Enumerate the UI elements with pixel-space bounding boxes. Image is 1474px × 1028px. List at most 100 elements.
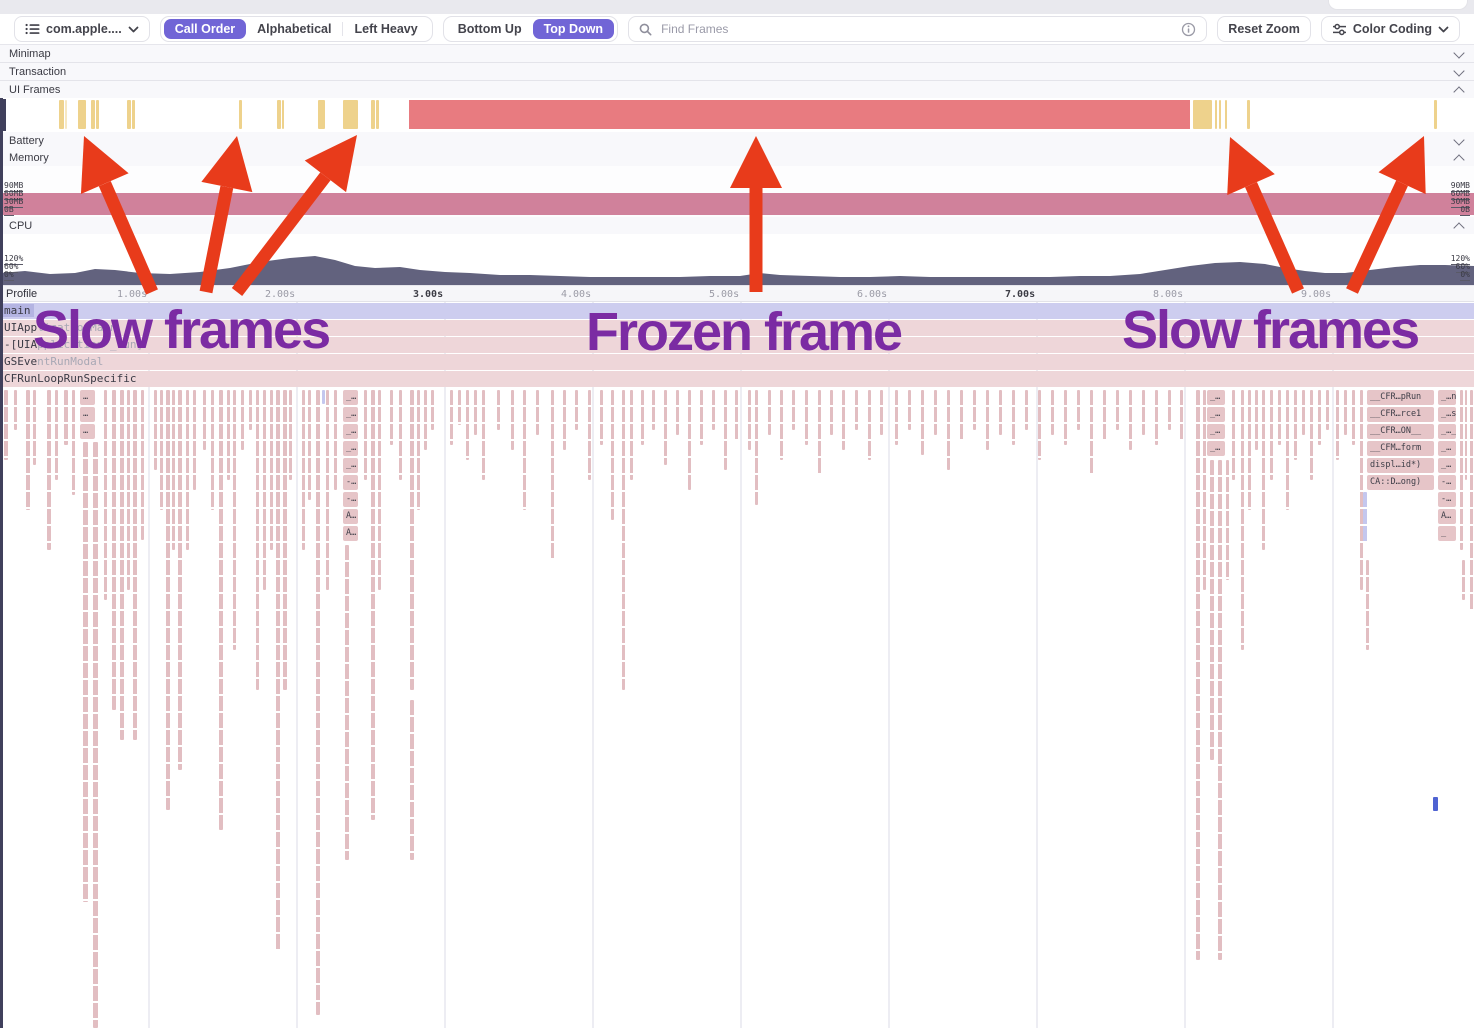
flame-column[interactable] <box>1310 390 1313 480</box>
flame-column[interactable] <box>641 390 644 445</box>
flame-column[interactable] <box>283 390 287 690</box>
flame-chip[interactable]: _… <box>343 407 358 422</box>
flame-column[interactable] <box>322 390 325 404</box>
flame-row[interactable]: CFRunLoopRunSpecific <box>0 371 1474 387</box>
flame-column[interactable] <box>1255 390 1258 450</box>
flame-column[interactable] <box>326 390 329 590</box>
flame-column[interactable] <box>1326 390 1329 430</box>
info-icon[interactable] <box>1181 22 1196 37</box>
tab-call-order[interactable]: Call Order <box>163 19 247 39</box>
flame-column[interactable] <box>1270 390 1273 480</box>
flame-chip[interactable]: _… <box>343 441 358 456</box>
flame-column[interactable] <box>431 390 434 430</box>
flame-column[interactable] <box>1142 390 1145 435</box>
flame-chip[interactable]: __CFR…rce1 <box>1367 407 1434 422</box>
flame-chip[interactable]: _… <box>343 424 358 439</box>
ui-frame-slow-bar[interactable] <box>1225 100 1227 129</box>
flame-chip[interactable]: A… <box>343 526 358 541</box>
flame-column[interactable] <box>818 390 821 475</box>
tab-alphabetical[interactable]: Alphabetical <box>257 22 332 36</box>
flame-column[interactable] <box>203 390 206 450</box>
flame-column[interactable] <box>1294 390 1297 460</box>
ui-frame-slow-bar[interactable] <box>318 100 325 129</box>
flame-column[interactable] <box>219 390 223 830</box>
flame-column[interactable] <box>1336 390 1339 460</box>
flame-chip[interactable]: CA::D…ong) <box>1367 475 1434 490</box>
selected-frame-chip[interactable] <box>1433 797 1438 811</box>
flame-column[interactable] <box>127 390 130 590</box>
flame-column[interactable] <box>895 390 898 445</box>
flame-column[interactable] <box>133 390 137 740</box>
flame-column[interactable] <box>1218 460 1222 960</box>
flame-column[interactable] <box>842 390 845 450</box>
flame-column[interactable] <box>712 390 715 430</box>
flame-column[interactable] <box>64 390 68 445</box>
timeline-row[interactable]: Profile 1.00s 2.00s 3.00s 4.00s 5.00s 6.00s 7.… <box>0 285 1474 302</box>
flame-column[interactable] <box>178 390 182 770</box>
flame-column[interactable] <box>768 390 771 435</box>
flame-column[interactable] <box>466 390 469 460</box>
flame-column[interactable] <box>868 390 871 460</box>
cpu-chart[interactable]: 120% 120% 60% 60% 0% 0% <box>0 234 1474 285</box>
flame-column[interactable] <box>676 390 679 435</box>
flame-column[interactable] <box>482 390 485 480</box>
flame-column[interactable] <box>1180 390 1183 440</box>
flame-column[interactable] <box>172 390 175 550</box>
flame-chip[interactable]: __CFM…form <box>1367 441 1434 456</box>
flame-column[interactable] <box>47 390 51 550</box>
flame-column[interactable] <box>160 390 163 510</box>
flame-column[interactable] <box>1248 390 1251 510</box>
flame-column[interactable] <box>1460 390 1463 550</box>
flame-column[interactable] <box>780 390 783 460</box>
flame-column[interactable] <box>263 390 266 590</box>
flame-column[interactable] <box>1241 390 1244 650</box>
frozen-frame-bar[interactable] <box>409 100 1190 129</box>
flame-column[interactable] <box>575 390 578 430</box>
partial-top-button[interactable] <box>1328 0 1468 10</box>
ui-frame-slow-bar[interactable] <box>277 100 281 129</box>
ui-frame-slow-bar[interactable] <box>1219 100 1221 129</box>
flame-chip[interactable]: __CFR…ON__ <box>1367 424 1434 439</box>
flame-column[interactable] <box>1090 390 1093 475</box>
flame-column[interactable] <box>93 442 98 1028</box>
flame-column[interactable] <box>276 390 280 950</box>
flame-column[interactable] <box>55 390 58 480</box>
flame-column[interactable] <box>1302 390 1305 435</box>
ui-frame-slow-bar[interactable] <box>239 100 242 129</box>
flame-column[interactable] <box>154 390 157 470</box>
section-header-transaction[interactable]: Transaction <box>0 63 1474 81</box>
ui-frame-slow-bar[interactable] <box>1434 100 1437 129</box>
flame-chip[interactable]: displ…id*) <box>1367 458 1434 473</box>
flame-column[interactable] <box>4 390 8 460</box>
chevron-up-icon[interactable] <box>1453 86 1465 98</box>
flame-chip[interactable]: _… <box>1207 424 1225 439</box>
ui-frame-slow-bar[interactable] <box>371 100 375 129</box>
flame-column[interactable] <box>792 390 795 430</box>
flame-column[interactable] <box>755 390 758 505</box>
flame-row[interactable]: -[UIApplication _run] <box>0 337 1474 353</box>
flame-column[interactable] <box>1462 560 1465 600</box>
memory-chart[interactable]: 90MB 90MB 60MB 60MB 30MB 30MB 0B 0B <box>0 166 1474 218</box>
flame-chip[interactable]: _…_ <box>1438 424 1456 439</box>
flame-column[interactable] <box>256 390 259 690</box>
flame-chip[interactable]: -… <box>1438 492 1456 507</box>
flame-column[interactable] <box>1077 390 1080 430</box>
flame-column[interactable] <box>947 390 950 470</box>
flame-row[interactable]: main <box>0 303 1474 319</box>
flame-column[interactable] <box>33 390 36 465</box>
flame-column[interactable] <box>536 390 539 435</box>
flame-column[interactable] <box>551 390 554 560</box>
reset-zoom-button[interactable]: Reset Zoom <box>1217 16 1311 42</box>
flame-column[interactable] <box>334 390 337 490</box>
flame-column[interactable] <box>1465 390 1467 480</box>
flame-column[interactable] <box>1129 390 1132 450</box>
flame-column[interactable] <box>700 390 703 445</box>
flame-column[interactable] <box>921 390 924 455</box>
ui-frame-slow-bar[interactable] <box>376 100 379 129</box>
flame-column[interactable] <box>652 390 655 430</box>
chevron-down-icon[interactable] <box>1453 47 1465 59</box>
flame-column[interactable] <box>26 390 30 510</box>
flame-column[interactable] <box>1352 390 1355 445</box>
flame-column[interactable] <box>186 390 189 550</box>
flame-column[interactable] <box>345 545 349 860</box>
